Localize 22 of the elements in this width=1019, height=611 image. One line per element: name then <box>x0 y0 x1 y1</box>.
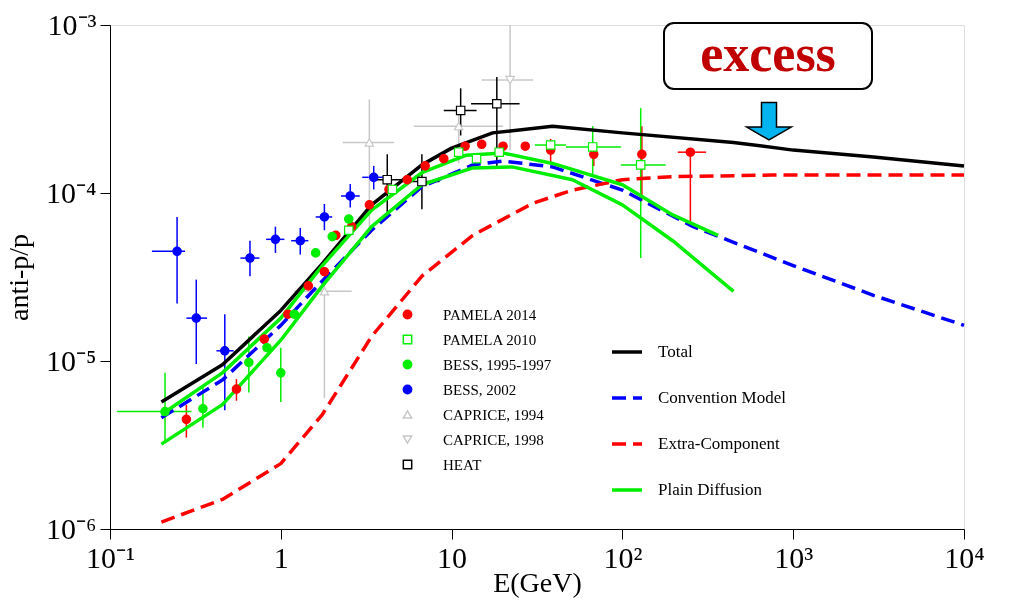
legend-label: Plain Diffusion <box>658 480 763 499</box>
y-axis-title: anti-p/p <box>3 233 35 322</box>
x-tick-label: 10⁴ <box>944 540 985 574</box>
legend-label: BESS, 1995-1997 <box>443 356 552 373</box>
legend-label: BESS, 2002 <box>443 381 517 398</box>
legend-label: CAPRICE, 1994 <box>443 406 545 423</box>
x-tick-label: 1 <box>273 540 289 574</box>
y-tick-label: 10⁻⁵ <box>46 343 97 377</box>
annotation: excess <box>700 25 836 82</box>
legend-label: Convention Model <box>658 388 787 407</box>
y-tick-label: 10⁻³ <box>47 7 97 41</box>
x-tick-label: 10 <box>437 540 468 574</box>
legend-label: CAPRICE, 1998 <box>443 431 544 448</box>
legend-label: HEAT <box>443 456 482 473</box>
legend-label: PAMELA 2014 <box>443 306 537 323</box>
x-tick-label: 10³ <box>774 540 814 574</box>
y-tick-label: 10⁻⁴ <box>46 175 97 209</box>
x-tick-label: 10² <box>603 540 643 574</box>
x-axis-title: E(GeV) <box>493 566 582 598</box>
legend-label: Total <box>658 342 693 361</box>
legend-label: Extra-Component <box>658 434 781 453</box>
legend-label: PAMELA 2010 <box>443 331 537 348</box>
